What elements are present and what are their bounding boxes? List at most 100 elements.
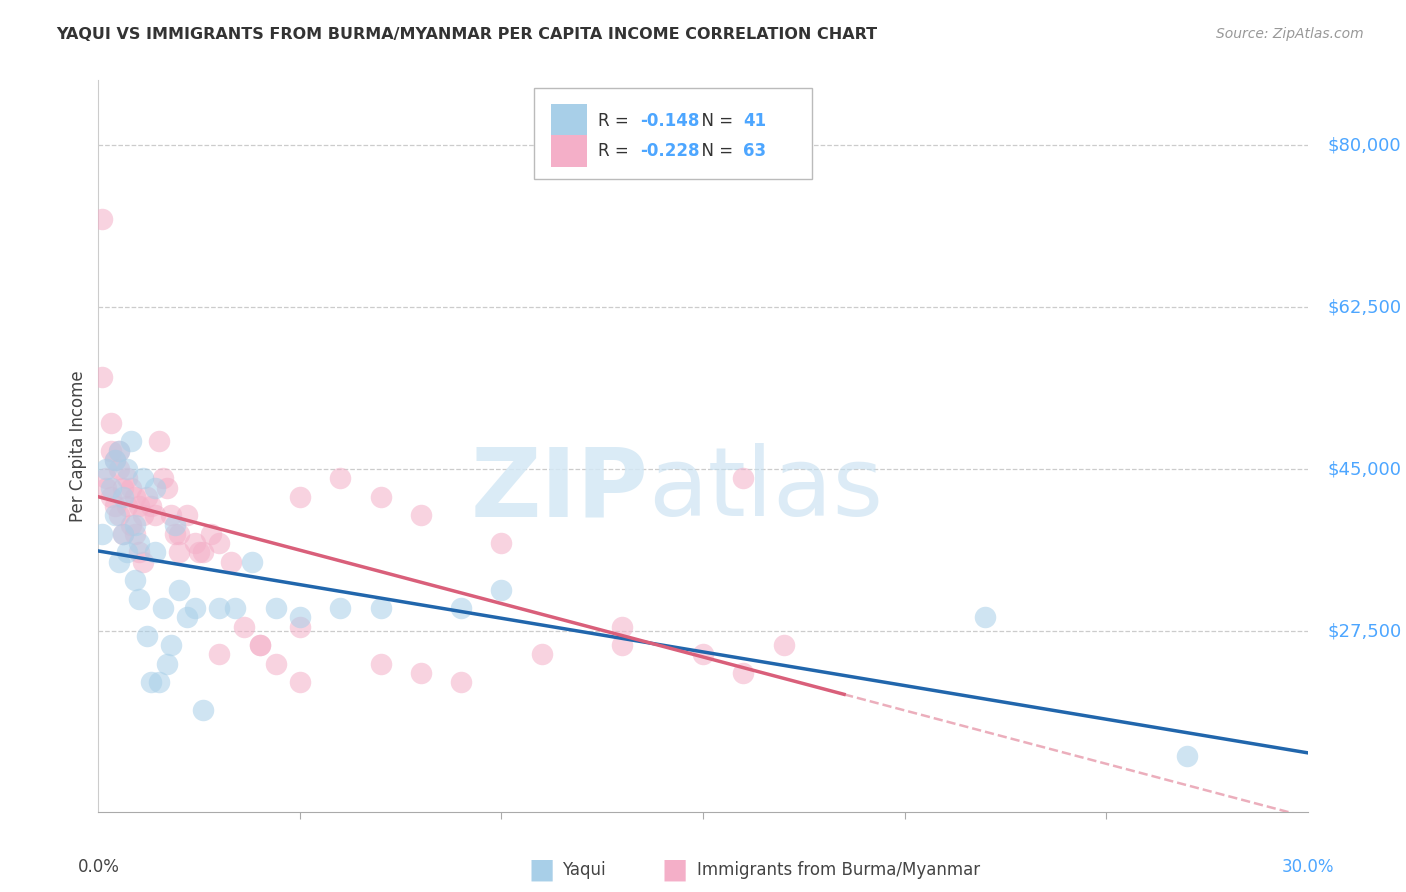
Point xyxy=(152,601,174,615)
Point xyxy=(163,517,186,532)
Point xyxy=(772,638,794,652)
Point xyxy=(143,545,166,559)
Point xyxy=(135,629,157,643)
Point xyxy=(135,490,157,504)
Point xyxy=(370,657,392,671)
Point xyxy=(115,499,138,513)
Point xyxy=(264,657,287,671)
Text: R =: R = xyxy=(598,112,634,129)
Point xyxy=(139,675,162,690)
Point xyxy=(132,508,155,523)
Point xyxy=(612,619,634,633)
Point xyxy=(176,508,198,523)
Point xyxy=(264,601,287,615)
Point xyxy=(530,648,553,662)
Point xyxy=(115,545,138,559)
Point xyxy=(143,481,166,495)
Point xyxy=(288,490,311,504)
Point xyxy=(100,443,122,458)
Point xyxy=(91,369,114,384)
Point xyxy=(288,675,311,690)
Text: $45,000: $45,000 xyxy=(1327,460,1402,478)
Point xyxy=(111,490,134,504)
Text: Source: ZipAtlas.com: Source: ZipAtlas.com xyxy=(1216,27,1364,41)
Point xyxy=(184,536,207,550)
Point xyxy=(120,517,142,532)
Point xyxy=(612,638,634,652)
Point xyxy=(107,443,129,458)
Y-axis label: Per Capita Income: Per Capita Income xyxy=(69,370,87,522)
Point xyxy=(128,591,150,606)
Point xyxy=(111,527,134,541)
Text: 0.0%: 0.0% xyxy=(77,858,120,876)
Point xyxy=(167,527,190,541)
Point xyxy=(733,665,755,680)
Text: $27,500: $27,500 xyxy=(1327,623,1402,640)
Point xyxy=(124,490,146,504)
Point xyxy=(221,555,243,569)
Point xyxy=(208,601,231,615)
Point xyxy=(103,453,125,467)
Point xyxy=(100,416,122,430)
Text: R =: R = xyxy=(598,142,634,161)
Point xyxy=(450,675,472,690)
Point xyxy=(132,555,155,569)
Text: atlas: atlas xyxy=(648,443,884,536)
Text: YAQUI VS IMMIGRANTS FROM BURMA/MYANMAR PER CAPITA INCOME CORRELATION CHART: YAQUI VS IMMIGRANTS FROM BURMA/MYANMAR P… xyxy=(56,27,877,42)
Point xyxy=(103,499,125,513)
Point xyxy=(132,471,155,485)
Point xyxy=(148,675,170,690)
Point xyxy=(124,517,146,532)
Point xyxy=(370,601,392,615)
Point xyxy=(115,471,138,485)
Text: ■: ■ xyxy=(662,855,688,884)
Point xyxy=(107,443,129,458)
Point xyxy=(91,212,114,227)
Point xyxy=(692,648,714,662)
Point xyxy=(103,508,125,523)
Text: 41: 41 xyxy=(742,112,766,129)
Point xyxy=(91,527,114,541)
Point xyxy=(240,555,263,569)
Point xyxy=(733,471,755,485)
Point xyxy=(249,638,271,652)
Point xyxy=(224,601,246,615)
Point xyxy=(329,471,352,485)
Point xyxy=(128,545,150,559)
Point xyxy=(100,481,122,495)
Point xyxy=(176,610,198,624)
Point xyxy=(156,481,179,495)
Text: Yaqui: Yaqui xyxy=(562,861,606,879)
Point xyxy=(370,490,392,504)
Point xyxy=(491,536,513,550)
Point xyxy=(160,508,183,523)
Point xyxy=(193,545,215,559)
Point xyxy=(167,545,190,559)
Point xyxy=(288,610,311,624)
Point xyxy=(120,481,142,495)
FancyBboxPatch shape xyxy=(534,87,811,179)
Point xyxy=(1175,749,1198,764)
Point xyxy=(107,462,129,476)
Text: $80,000: $80,000 xyxy=(1327,136,1402,154)
Point xyxy=(249,638,271,652)
Point xyxy=(163,527,186,541)
Point xyxy=(491,582,513,597)
Point xyxy=(128,499,150,513)
Point xyxy=(103,453,125,467)
Point xyxy=(188,545,211,559)
Text: -0.148: -0.148 xyxy=(640,112,700,129)
Point xyxy=(152,471,174,485)
Point xyxy=(184,601,207,615)
Point xyxy=(193,703,215,717)
Point xyxy=(107,508,129,523)
Text: N =: N = xyxy=(690,112,738,129)
Point xyxy=(329,601,352,615)
Point xyxy=(107,555,129,569)
Point xyxy=(148,434,170,449)
Point xyxy=(409,508,432,523)
Point xyxy=(160,638,183,652)
Point xyxy=(139,499,162,513)
Text: ZIP: ZIP xyxy=(471,443,648,536)
Point xyxy=(288,619,311,633)
